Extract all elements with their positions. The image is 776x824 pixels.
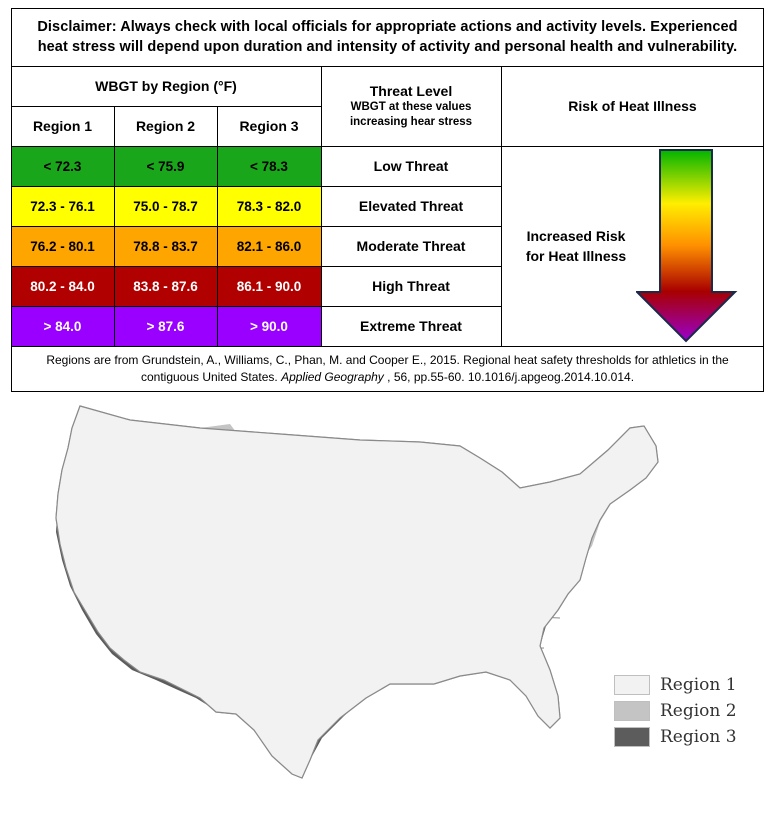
threat-level-sub-1: WBGT at these values xyxy=(350,101,472,113)
row-elevated-region-3: 78.3 - 82.0 xyxy=(217,186,321,226)
row-low-region-2: < 75.9 xyxy=(114,146,217,186)
threat-level-sub-2: increasing hear stress xyxy=(349,116,473,128)
disclaimer-line-2: heat stress will depend upon duration an… xyxy=(37,39,738,55)
threat-extreme: Extreme Threat xyxy=(360,318,462,334)
legend-label-region-2: Region 2 xyxy=(660,701,737,721)
heat-table: Disclaimer: Always check with local offi… xyxy=(11,8,764,392)
risk-header: Risk of Heat Illness xyxy=(568,98,697,114)
wbgt-header: WBGT by Region (°F) xyxy=(95,78,237,94)
row-extreme-region-2: > 87.6 xyxy=(114,306,217,346)
threat-elevated: Elevated Threat xyxy=(358,198,464,214)
citation-journal: Applied Geography xyxy=(281,370,384,384)
legend-label-region-3: Region 3 xyxy=(660,727,737,747)
legend-region-3: Region 3 xyxy=(614,726,737,748)
row-high-region-1: 80.2 - 84.0 xyxy=(11,266,114,306)
legend-swatch-region-3 xyxy=(614,727,650,747)
risk-label-line-2: for Heat Illness xyxy=(525,248,627,264)
threat-moderate: Moderate Threat xyxy=(356,238,466,254)
threat-level-header: Threat Level WBGT at these values increa… xyxy=(321,66,501,146)
legend-region-2: Region 2 xyxy=(614,700,737,722)
legend-region-1: Region 1 xyxy=(614,674,737,696)
disclaimer-line-1: Disclaimer: Always check with local offi… xyxy=(37,19,738,35)
threat-high: High Threat xyxy=(372,278,450,294)
region-2-header: Region 2 xyxy=(135,118,196,134)
row-high-region-2: 83.8 - 87.6 xyxy=(114,266,217,306)
row-extreme-region-3: > 90.0 xyxy=(217,306,321,346)
map-legend: Region 1 Region 2 Region 3 xyxy=(614,672,764,752)
region-3-header: Region 3 xyxy=(239,118,299,134)
row-low-region-1: < 72.3 xyxy=(11,146,114,186)
legend-label-region-1: Region 1 xyxy=(660,675,737,695)
row-low-region-3: < 78.3 xyxy=(217,146,321,186)
region-1-header: Region 1 xyxy=(32,118,93,134)
threat-level-title: Threat Level xyxy=(369,83,453,99)
risk-arrow-icon xyxy=(636,149,738,343)
row-moderate-region-2: 78.8 - 83.7 xyxy=(114,226,217,266)
row-moderate-region-3: 82.1 - 86.0 xyxy=(217,226,321,266)
citation-text-b: , 56, pp.55-60. 10.1016/j.apgeog.2014.10… xyxy=(383,370,635,384)
citation-line-1: Regions are from Grundstein, A., William… xyxy=(46,353,729,367)
row-high-region-3: 86.1 - 90.0 xyxy=(217,266,321,306)
disclaimer: Disclaimer: Always check with local offi… xyxy=(11,8,764,66)
threat-low: Low Threat xyxy=(373,158,449,174)
legend-swatch-region-2 xyxy=(614,701,650,721)
legend-swatch-region-1 xyxy=(614,675,650,695)
risk-label-line-1: Increased Risk xyxy=(526,228,626,244)
row-elevated-region-2: 75.0 - 78.7 xyxy=(114,186,217,226)
citation: Regions are from Grundstein, A., William… xyxy=(11,346,764,392)
row-extreme-region-1: > 84.0 xyxy=(11,306,114,346)
row-moderate-region-1: 76.2 - 80.1 xyxy=(11,226,114,266)
row-elevated-region-1: 72.3 - 76.1 xyxy=(11,186,114,226)
risk-label: Increased Risk for Heat Illness xyxy=(501,146,651,346)
citation-line-2: contiguous United States. Applied Geogra… xyxy=(141,369,634,386)
us-heat-region-map xyxy=(55,405,659,779)
citation-text-a: contiguous United States. xyxy=(140,370,282,384)
